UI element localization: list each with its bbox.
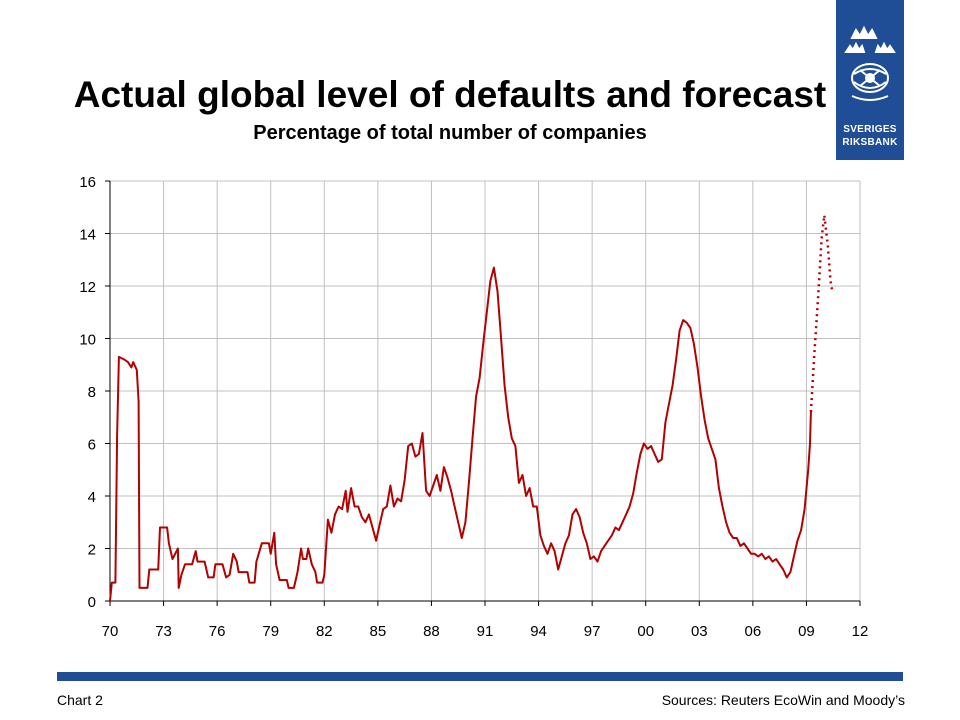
chart-subtitle: Percentage of total number of companies	[253, 122, 647, 144]
x-tick-label: 09	[798, 623, 815, 640]
x-tick-label: 03	[691, 623, 708, 640]
y-tick-label: 16	[79, 174, 96, 191]
x-tick-label: 06	[745, 623, 762, 640]
chart-number-label: Chart 2	[57, 692, 103, 708]
y-tick-label: 14	[79, 227, 96, 244]
x-tick-label: 76	[209, 623, 226, 640]
x-tick-label: 79	[262, 623, 279, 640]
actual-series-line	[109, 266, 812, 602]
x-tick-label: 00	[637, 623, 654, 640]
sources-note: Sources: Reuters EcoWin and Moody’s	[661, 692, 905, 708]
x-tick-label: 91	[477, 623, 494, 640]
x-tick-label: 97	[584, 623, 601, 640]
y-tick-label: 6	[88, 437, 96, 454]
x-tick-label: 94	[530, 623, 547, 640]
y-tick-label: 4	[88, 489, 96, 506]
x-tick-label: 70	[102, 623, 119, 640]
y-tick-label: 8	[88, 384, 96, 401]
riksbank-logo: SVERIGES RIKSBANK	[836, 0, 904, 160]
x-tick-label: 88	[423, 623, 440, 640]
x-tick-label: 12	[852, 623, 869, 640]
x-tick-label: 73	[155, 623, 172, 640]
logo-text-sveriges: SVERIGES	[843, 124, 897, 135]
line-chart: 0 2 4 6 8 10 12 14 16 70 73 76 79 82 85 88 91 94 97 00 03 06 0…	[79, 174, 869, 640]
y-tick-label: 2	[88, 542, 96, 559]
y-tick-label: 10	[79, 332, 96, 349]
y-tick-label: 12	[79, 279, 96, 296]
x-tick-label: 85	[370, 623, 387, 640]
chart-title: Actual global level of defaults and fore…	[73, 74, 827, 115]
crown-emblem-icon	[844, 25, 896, 101]
accent-bar	[57, 672, 903, 681]
y-tick-label: 0	[88, 594, 96, 611]
x-tick-label: 82	[316, 623, 333, 640]
logo-text-riksbank: RIKSBANK	[842, 137, 898, 148]
forecast-series-line	[809, 213, 834, 413]
